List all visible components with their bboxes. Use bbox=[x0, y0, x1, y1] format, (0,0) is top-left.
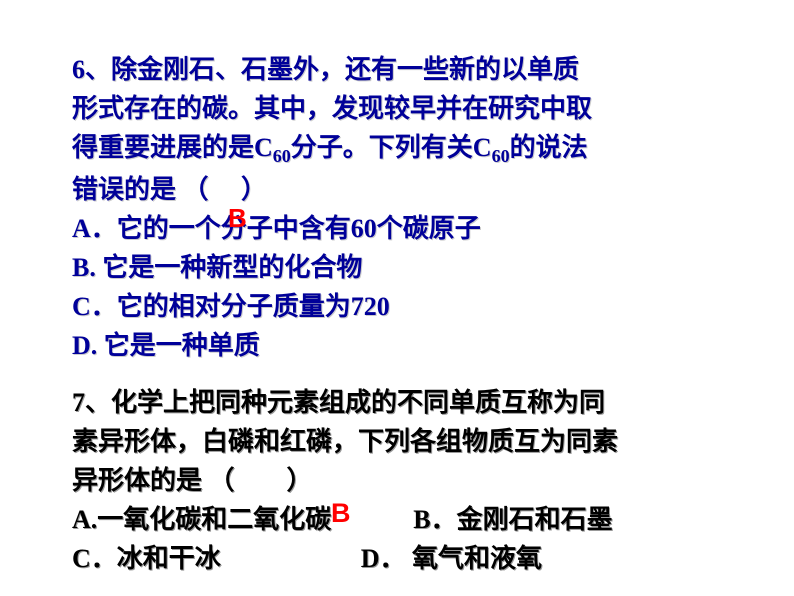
q7-line3: 异形体的是 （ ） bbox=[72, 461, 734, 500]
q7-option-c: C．冰和干冰 bbox=[72, 544, 221, 573]
q6-option-a: A．它的一个分子中含有60个碳原子 bbox=[72, 209, 734, 248]
slide-content: B 6、除金刚石、石墨外，还有一些新的以单质 形式存在的碳。其中，发现较早并在研… bbox=[0, 0, 794, 578]
q7-option-b: B．金刚石和石墨 bbox=[413, 505, 612, 534]
q6-line2: 形式存在的碳。其中，发现较早并在研究中取 bbox=[72, 89, 734, 128]
q6-line3: 得重要进展的是C60分子。下列有关C60的说法 bbox=[72, 128, 734, 170]
answer-7: B bbox=[331, 493, 351, 534]
q6-line1: 6、除金刚石、石墨外，还有一些新的以单质 bbox=[72, 50, 734, 89]
q6-option-d: D. 它是一种单质 bbox=[72, 326, 734, 365]
question-6: B 6、除金刚石、石墨外，还有一些新的以单质 形式存在的碳。其中，发现较早并在研… bbox=[72, 50, 734, 365]
q6-line4: 错误的是 （ ） bbox=[72, 170, 734, 209]
subscript-60a: 60 bbox=[273, 146, 291, 166]
q7-line1: 7、化学上把同种元素组成的不同单质互称为同 bbox=[72, 383, 734, 422]
answer-6: B bbox=[228, 199, 247, 238]
subscript-60b: 60 bbox=[492, 146, 510, 166]
q7-option-a: A.一氧化碳和二氧化碳 bbox=[72, 505, 331, 534]
q7-option-d: D． 氧气和液氧 bbox=[361, 544, 542, 573]
q7-options-row1: A.一氧化碳和二氧化碳 B．金刚石和石墨 bbox=[72, 500, 734, 539]
question-7: B 7、化学上把同种元素组成的不同单质互称为同 素异形体，白磷和红磷，下列各组物… bbox=[72, 383, 734, 578]
q6-option-b: B. 它是一种新型的化合物 bbox=[72, 248, 734, 287]
q7-line2: 素异形体，白磷和红磷，下列各组物质互为同素 bbox=[72, 422, 734, 461]
q7-options-row2: C．冰和干冰 D． 氧气和液氧 bbox=[72, 539, 734, 578]
q6-option-c: C．它的相对分子质量为720 bbox=[72, 287, 734, 326]
